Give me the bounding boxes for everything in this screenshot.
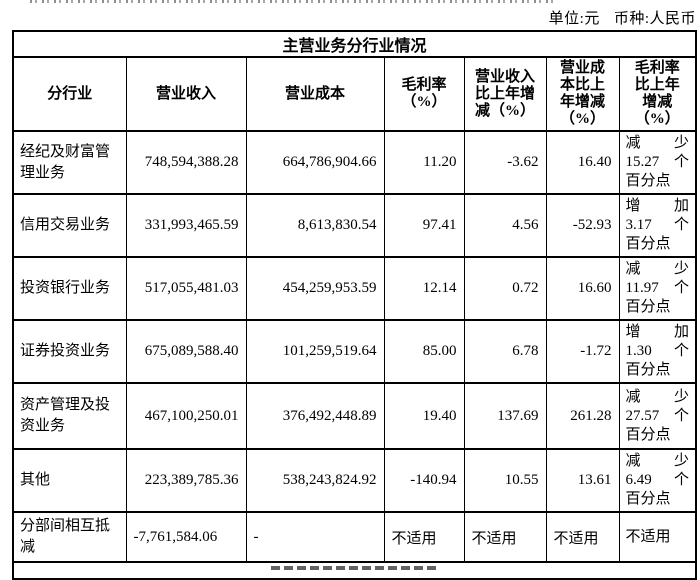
revenue-cell: 331,993,465.59 — [125, 193, 247, 258]
cost-cell: 538,243,824.92 — [245, 448, 385, 513]
industry-cell: 经纪及财富管理业务 — [12, 130, 127, 195]
table-title: 主营业务分行业情况 — [12, 30, 697, 58]
revenue-change-cell: 6.78 — [463, 319, 547, 384]
next-section-partial-row — [12, 561, 697, 579]
column-header-industry: 分行业 — [12, 56, 127, 132]
revenue-cell: 467,100,250.01 — [125, 382, 247, 450]
industry-cell: 投资银行业务 — [12, 256, 127, 321]
cost-cell: 376,492,448.89 — [245, 382, 385, 450]
cost-cell: 8,613,830.54 — [245, 193, 385, 258]
industry-cell: 信用交易业务 — [12, 193, 127, 258]
margin-change-cell: 减少 6.49 个百分点 — [618, 448, 697, 513]
cost-change-cell: 16.40 — [545, 130, 620, 195]
revenue-change-cell: -3.62 — [463, 130, 547, 195]
margin-cell: -140.94 — [383, 448, 465, 513]
page: { "meta": { "unit_label": "单位:元", "curre… — [12, 0, 697, 580]
column-header-revenue: 营业收入 — [125, 56, 247, 132]
table-row: 其他 223,389,785.36 538,243,824.92 -140.94 10.… — [12, 448, 697, 513]
margin-change-cell: 减少 11.97 个百分点 — [618, 256, 697, 321]
table-row: 分部间相互抵减 -7,761,584.06- 不适用 不适用 不适用 不适用 — [12, 511, 697, 563]
margin-change-cell: 增加 1.30 个百分点 — [618, 319, 697, 384]
revenue-cell: 675,089,588.40 — [125, 319, 247, 384]
margin-cell: 12.14 — [383, 256, 465, 321]
clipped-next-title-fragments — [270, 566, 439, 570]
column-header-margin-change: 毛利率 比上年 增减 （%） — [618, 56, 697, 132]
cost-change-cell: -52.93 — [545, 193, 620, 258]
column-header-cost-change: 营业成 本比上 年增减 （%） — [545, 56, 620, 132]
revenue-change-cell: 不适用 — [463, 511, 547, 563]
column-header-revenue-change: 营业收入 比上年增 减（%） — [463, 56, 547, 132]
table-row: 资产管理及投资业务 467,100,250.01 376,492,448.89 19.… — [12, 382, 697, 450]
revenue-cell: 223,389,785.36 — [125, 448, 247, 513]
clipped-heading-fragments — [30, 0, 558, 3]
revenue-change-cell: 4.56 — [463, 193, 547, 258]
currency-label: 币种:人民币 — [613, 11, 696, 27]
revenue-cell: 517,055,481.03 — [125, 256, 247, 321]
cost-change-cell: 261.28 — [545, 382, 620, 450]
cost-change-cell: 13.61 — [545, 448, 620, 513]
margin-change-cell: 减少 27.57 个百分点 — [618, 382, 697, 450]
industry-cell: 资产管理及投资业务 — [12, 382, 127, 450]
column-header-margin: 毛利率 （%） — [383, 56, 465, 132]
margin-cell: 19.40 — [383, 382, 465, 450]
table-row: 投资银行业务 517,055,481.03 454,259,953.59 12.14 0… — [12, 256, 697, 321]
table-title-row: 主营业务分行业情况 — [12, 30, 697, 58]
industry-cell: 分部间相互抵减 — [12, 511, 127, 563]
table-row: 经纪及财富管理业务 748,594,388.28 664,786,904.66 11.… — [12, 130, 697, 195]
industry-cell: 其他 — [12, 448, 127, 513]
cost-change-cell: 不适用 — [545, 511, 620, 563]
cost-cell: - — [245, 511, 385, 563]
margin-cell: 97.41 — [383, 193, 465, 258]
cost-change-cell: 16.60 — [545, 256, 620, 321]
table-row: 信用交易业务 331,993,465.59 8,613,830.54 97.41 4.5… — [12, 193, 697, 258]
table-row: 证券投资业务 675,089,588.40 101,259,519.64 85.00 6… — [12, 319, 697, 384]
table-body: 经纪及财富管理业务 748,594,388.28 664,786,904.66 11.… — [12, 130, 697, 563]
revenue-change-cell: 0.72 — [463, 256, 547, 321]
cost-cell: 664,786,904.66 — [245, 130, 385, 195]
cost-cell: 454,259,953.59 — [245, 256, 385, 321]
margin-cell: 85.00 — [383, 319, 465, 384]
margin-change-cell: 增加 3.17 个百分点 — [618, 193, 697, 258]
unit-label: 单位:元 — [548, 11, 600, 27]
revenue-change-cell: 137.69 — [463, 382, 547, 450]
margin-change-cell: 减少 15.27 个百分点 — [618, 130, 697, 195]
column-header-cost: 营业成本 — [245, 56, 385, 132]
industry-cell: 证券投资业务 — [12, 319, 127, 384]
revenue-cell: 748,594,388.28 — [125, 130, 247, 195]
industry-table: 主营业务分行业情况 分行业 营业收入 营业成本 毛利率 （%） 营业收入 比上年… — [12, 30, 697, 580]
unit-currency-line: 单位:元 币种:人民币 — [549, 7, 696, 28]
margin-change-cell: 不适用 — [618, 511, 697, 563]
revenue-cell: -7,761,584.06 — [125, 511, 247, 563]
table-header-row: 分行业 营业收入 营业成本 毛利率 （%） 营业收入 比上年增 减（%） 营业成… — [12, 56, 697, 132]
margin-cell: 11.20 — [383, 130, 465, 195]
revenue-change-cell: 10.55 — [463, 448, 547, 513]
margin-cell: 不适用 — [383, 511, 465, 563]
cost-cell: 101,259,519.64 — [245, 319, 385, 384]
cost-change-cell: -1.72 — [545, 319, 620, 384]
